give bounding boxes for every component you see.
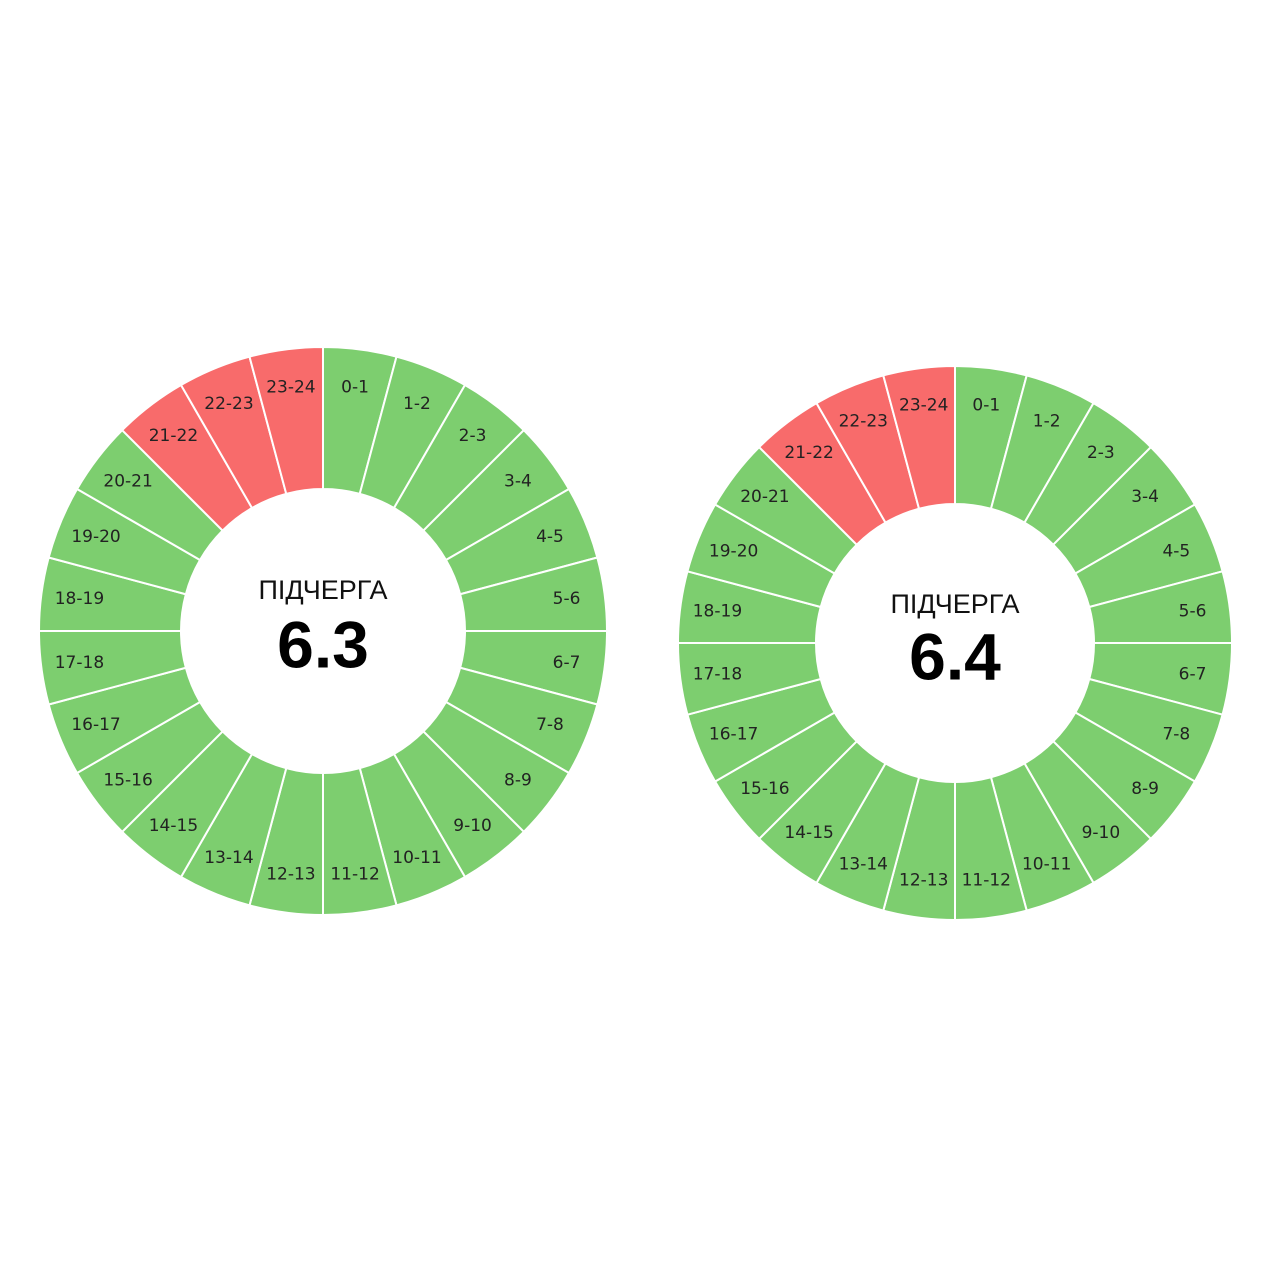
segment-label: 16-17 — [71, 715, 120, 735]
segment-label: 9-10 — [453, 816, 492, 836]
segment-label: 4-5 — [536, 527, 564, 547]
segment-label: 17-18 — [693, 664, 742, 684]
segment-label: 20-21 — [740, 487, 789, 507]
segment-label: 3-4 — [1131, 487, 1159, 507]
segment-label: 18-19 — [693, 602, 742, 622]
segment-label: 7-8 — [536, 715, 564, 735]
segment-label: 0-1 — [972, 395, 1000, 415]
segment-label: 18-19 — [55, 589, 104, 609]
segment-label: 19-20 — [709, 541, 758, 561]
segment-label: 6-7 — [553, 653, 581, 673]
segment-label: 11-12 — [330, 865, 379, 885]
segment-label: 11-12 — [962, 871, 1011, 891]
donut: 0-1 1-2 2-3 3-4 4-5 5-6 6-7 7-8 8-9 9-10 10-11 11-1… — [676, 364, 1234, 922]
segment-label: 2-3 — [1087, 443, 1115, 463]
segment-label: 10-11 — [392, 848, 441, 868]
segment-label: 20-21 — [103, 471, 152, 491]
queue-number: 6.4 — [909, 619, 1001, 693]
segment-label: 21-22 — [784, 443, 833, 463]
segment-label: 5-6 — [1179, 602, 1207, 622]
title: ПІДЧЕРГА — [890, 589, 1019, 619]
segment-label: 10-11 — [1022, 854, 1071, 874]
segment-label: 14-15 — [784, 823, 833, 843]
segment-label: 15-16 — [103, 771, 152, 791]
segment-label: 8-9 — [1131, 779, 1159, 799]
segment-label: 13-14 — [204, 848, 253, 868]
segment-label: 22-23 — [839, 412, 888, 432]
segment — [248, 345, 324, 496]
donut: 0-1 1-2 2-3 3-4 4-5 5-6 6-7 7-8 8-9 9-10 10-11 11-1… — [37, 345, 609, 917]
segment-label: 12-13 — [266, 865, 315, 885]
segment-label: 12-13 — [899, 871, 948, 891]
segment-label: 0-1 — [341, 377, 369, 397]
title: ПІДЧЕРГА — [258, 575, 387, 605]
segment-label: 23-24 — [899, 395, 948, 415]
segment — [882, 364, 956, 510]
segment-label: 3-4 — [504, 471, 532, 491]
segment-label: 14-15 — [149, 816, 198, 836]
segment-label: 7-8 — [1162, 725, 1190, 745]
segment-label: 16-17 — [709, 725, 758, 745]
segment-label: 22-23 — [204, 394, 253, 414]
segment-label: 4-5 — [1162, 541, 1190, 561]
segment-label: 21-22 — [149, 426, 198, 446]
segment-label: 8-9 — [504, 771, 532, 791]
segment-label: 1-2 — [1033, 412, 1061, 432]
segment-label: 15-16 — [740, 779, 789, 799]
segment-label: 17-18 — [55, 653, 104, 673]
segment-label: 23-24 — [266, 377, 315, 397]
segment-label: 1-2 — [403, 394, 431, 414]
segment-label: 13-14 — [839, 854, 888, 874]
segment-label: 9-10 — [1082, 823, 1121, 843]
segment-label: 19-20 — [71, 527, 120, 547]
segment-label: 6-7 — [1179, 664, 1207, 684]
segment-label: 5-6 — [553, 589, 581, 609]
segment-label: 2-3 — [459, 426, 487, 446]
queue-number: 6.3 — [277, 607, 369, 681]
